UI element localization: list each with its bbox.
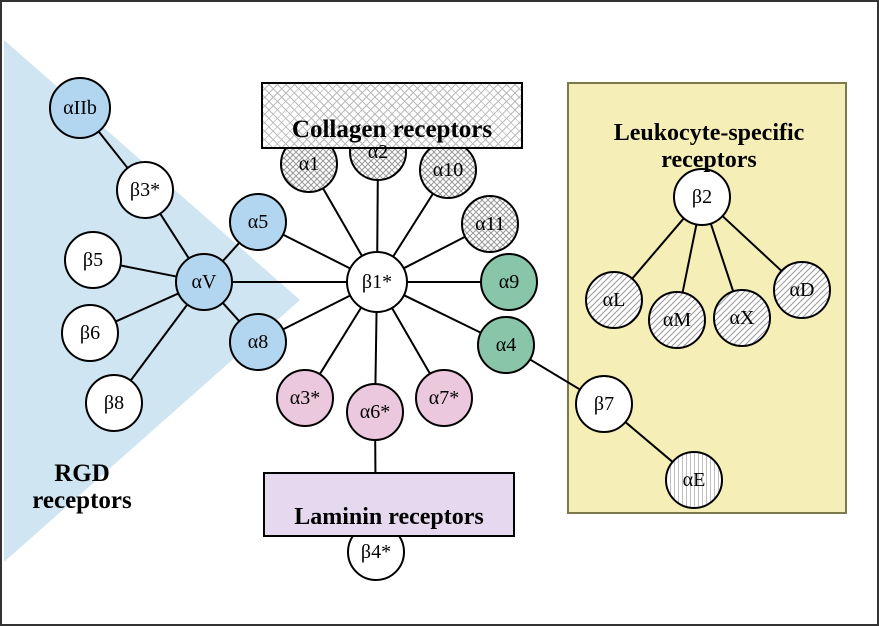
node-label-aIIb: αIIb: [63, 97, 97, 120]
node-label-b7: β7: [594, 393, 614, 416]
node-label-aE: αE: [683, 469, 706, 492]
node-label-b1: β1*: [362, 271, 392, 294]
edge-b2-aM: [683, 224, 697, 292]
node-label-a7: α7*: [429, 387, 459, 410]
edge-b1-a1: [323, 188, 362, 256]
node-label-aX: αX: [730, 307, 755, 330]
node-b7: β7: [576, 376, 632, 432]
node-a8: α8: [230, 314, 286, 370]
node-aL: αL: [586, 272, 642, 328]
node-label-b4: β4*: [361, 541, 391, 564]
node-label-a2: α2: [368, 141, 388, 164]
node-a9: α9: [481, 254, 537, 310]
leukocyte-receptors-title: Leukocyte-specific receptors: [584, 94, 834, 173]
node-label-aD: αD: [790, 279, 815, 302]
node-label-a5: α5: [248, 211, 268, 234]
edge-b1-a2: [377, 180, 378, 252]
edge-b2-aX: [711, 224, 733, 292]
node-label-b3: β3*: [130, 179, 160, 202]
node-b8: β8: [86, 375, 142, 431]
node-aM: αM: [649, 292, 705, 348]
edge-b7-aE: [625, 422, 672, 462]
node-aX: αX: [714, 290, 770, 346]
node-label-a10: α10: [433, 159, 463, 182]
edge-a4-b7: [530, 359, 580, 389]
node-a4: α4: [478, 317, 534, 373]
edge-b1-a6: [375, 312, 376, 384]
node-a1: α1: [281, 136, 337, 192]
node-b4: β4*: [348, 524, 404, 580]
leukocyte-receptors-text: Leukocyte-specific receptors: [614, 120, 805, 172]
node-label-a8: α8: [248, 331, 268, 354]
node-b1: β1*: [347, 252, 407, 312]
node-b3: β3*: [117, 162, 173, 218]
node-label-a1: α1: [299, 153, 319, 176]
node-b2: β2: [674, 169, 730, 225]
node-label-aM: αM: [663, 309, 691, 332]
rgd-receptors-text: RGD receptors: [32, 460, 132, 515]
edge-b1-a7: [392, 308, 430, 374]
node-a3: α3*: [277, 370, 333, 426]
node-label-a11: α11: [475, 213, 505, 236]
node-label-a6: α6*: [360, 401, 390, 424]
node-aD: αD: [774, 262, 830, 318]
node-label-a4: α4: [496, 334, 516, 357]
edge-b1-a11: [404, 237, 465, 269]
edge-b2-aD: [723, 216, 782, 271]
edge-b1-a5: [283, 235, 350, 269]
node-label-b2: β2: [692, 186, 712, 209]
edge-b1-a10: [393, 194, 433, 257]
node-label-a3: α3*: [290, 387, 320, 410]
node-a7: α7*: [416, 370, 472, 426]
node-a6: α6*: [347, 384, 403, 440]
edge-b2-aL: [632, 218, 684, 278]
node-label-b6: β6: [80, 322, 100, 345]
node-aIIb: αIIb: [50, 78, 110, 138]
node-a5: α5: [230, 194, 286, 250]
node-aV: αV: [176, 254, 232, 310]
node-label-aL: αL: [603, 289, 626, 312]
node-label-b8: β8: [104, 392, 124, 415]
node-b6: β6: [62, 305, 118, 361]
node-label-b5: β5: [83, 249, 103, 272]
node-a11: α11: [462, 196, 518, 252]
node-a10: α10: [420, 142, 476, 198]
node-a2: α2: [350, 124, 406, 180]
node-aE: αE: [666, 452, 722, 508]
edge-b1-a4: [404, 295, 481, 333]
node-label-a9: α9: [499, 271, 519, 294]
node-b5: β5: [65, 232, 121, 288]
node-label-aV: αV: [192, 271, 217, 294]
diagram-canvas: Collagen receptors Laminin receptors Leu…: [0, 0, 879, 626]
rgd-receptors-title: RGD receptors: [17, 432, 147, 515]
edge-b1-a3: [320, 307, 361, 374]
